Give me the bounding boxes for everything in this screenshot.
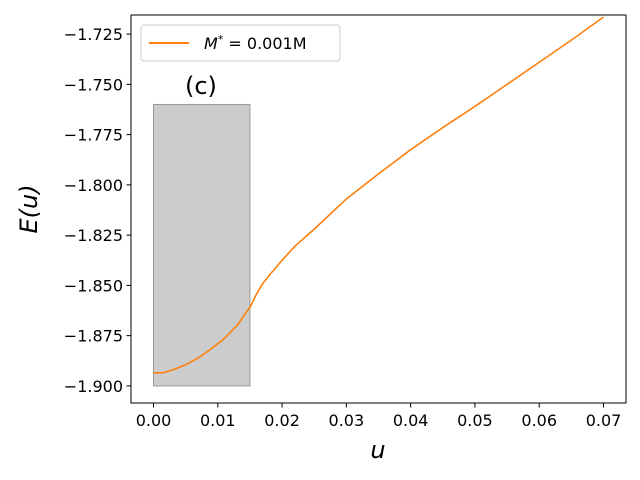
x-axis: 0.00 0.01 0.02 0.03 0.04 0.05 0.06 0.07 xyxy=(136,403,622,430)
y-tick-label: −1.775 xyxy=(64,126,123,145)
x-tick-label: 0.01 xyxy=(200,411,236,430)
panel-label: (c) xyxy=(185,72,217,100)
y-tick-label: −1.825 xyxy=(64,226,123,245)
plot-area xyxy=(153,16,604,387)
y-tick-label: −1.725 xyxy=(64,25,123,44)
x-tick-label: 0.02 xyxy=(264,411,300,430)
y-tick-label: −1.800 xyxy=(64,176,123,195)
legend: M* = 0.001M xyxy=(140,24,341,62)
shaded-region xyxy=(153,103,251,387)
x-tick-label: 0.05 xyxy=(457,411,493,430)
y-axis-title: E(u) xyxy=(15,184,43,233)
x-tick-label: 0.06 xyxy=(521,411,557,430)
y-tick-label: −1.900 xyxy=(64,377,123,396)
x-axis-title: u xyxy=(370,436,385,464)
x-tick-label: 0.07 xyxy=(586,411,622,430)
x-tick-label: 0.04 xyxy=(393,411,429,430)
y-axis: −1.900 −1.875 −1.850 −1.825 −1.800 −1.775 −1.7… xyxy=(64,25,131,396)
plot-frame xyxy=(130,14,627,404)
y-tick-label: −1.875 xyxy=(64,327,123,346)
x-tick-label: 0.03 xyxy=(329,411,365,430)
legend-box xyxy=(140,24,341,62)
y-tick-label: −1.850 xyxy=(64,276,123,295)
x-tick-label: 0.00 xyxy=(136,411,172,430)
legend-label: M* = 0.001M xyxy=(204,33,307,54)
y-tick-label: −1.750 xyxy=(64,75,123,94)
series-line xyxy=(153,16,604,374)
